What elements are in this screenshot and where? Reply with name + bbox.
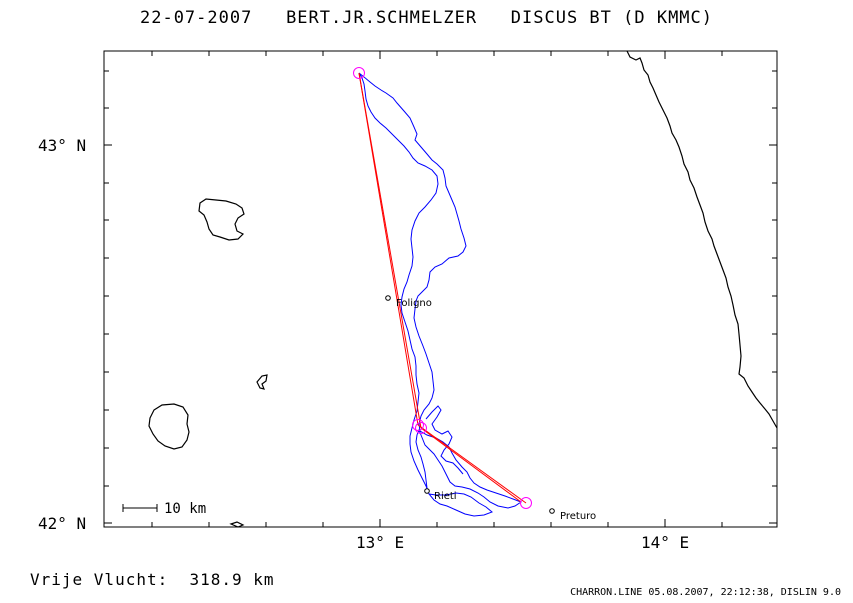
turnpoint-marker-start [353, 67, 365, 79]
turnpoint-marker-3 [520, 497, 532, 509]
lake-trasimeno [198, 198, 245, 241]
place-marker-rieti [424, 488, 430, 494]
place-label-foligno: Foligno [396, 298, 432, 309]
turnpoint-marker-2 [415, 422, 427, 434]
coastline [626, 50, 778, 429]
distance-text: Vrije Vlucht: 318.9 km [30, 570, 275, 589]
place-marker-foligno [385, 295, 391, 301]
lon-label-14: 14° E [641, 533, 689, 552]
map-frame [103, 50, 778, 528]
scale-bar [122, 504, 158, 512]
flight-track-detail [425, 405, 464, 475]
lon-label-13: 13° E [356, 533, 404, 552]
tick-marks [104, 51, 777, 527]
lake-bolsena [148, 403, 190, 450]
lat-label-43: 43° N [38, 136, 86, 155]
flight-track [358, 72, 523, 517]
place-label-rieti: Rieti [434, 491, 457, 502]
place-label-preturo: Preturo [560, 511, 596, 522]
lake-piediluco [256, 374, 268, 390]
map-title: 22-07-2007 BERT.JR.SCHMELZER DISCUS BT (… [139, 8, 714, 28]
lake-small [229, 521, 245, 528]
place-marker-preturo [549, 508, 555, 514]
scale-bar-label: 10 km [164, 501, 206, 517]
program-info: CHARRON.LINE 05.08.2007, 22:12:38, DISLI… [570, 587, 841, 598]
task-lines [358, 72, 527, 504]
turnpoint-marker-1 [412, 419, 424, 431]
lat-label-42: 42° N [38, 514, 86, 533]
